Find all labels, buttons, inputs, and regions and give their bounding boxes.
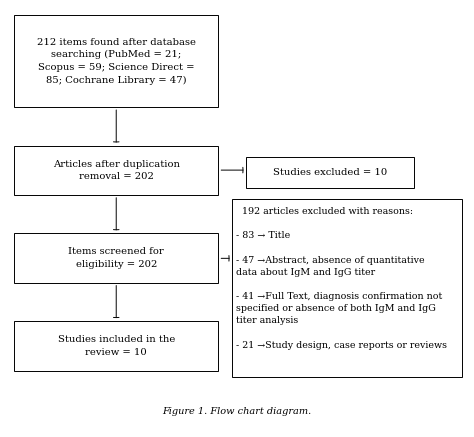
FancyBboxPatch shape	[14, 321, 219, 371]
Text: Figure 1. Flow chart diagram.: Figure 1. Flow chart diagram.	[163, 407, 311, 416]
Text: Items screened for
eligibility = 202: Items screened for eligibility = 202	[68, 247, 164, 269]
Text: Articles after duplication
removal = 202: Articles after duplication removal = 202	[53, 160, 180, 181]
FancyBboxPatch shape	[14, 15, 219, 107]
Text: Studies included in the
review = 10: Studies included in the review = 10	[57, 335, 175, 357]
FancyBboxPatch shape	[14, 146, 219, 195]
Text: Studies excluded = 10: Studies excluded = 10	[273, 168, 387, 177]
FancyBboxPatch shape	[246, 157, 413, 187]
Text: 192 articles excluded with reasons:

- 83 → Title

- 47 →Abstract, absence of qu: 192 articles excluded with reasons: - 83…	[236, 207, 447, 350]
FancyBboxPatch shape	[232, 199, 462, 377]
Text: 212 items found after database
searching (PubMed = 21;
Scopus = 59; Science Dire: 212 items found after database searching…	[36, 38, 196, 84]
FancyBboxPatch shape	[14, 233, 219, 283]
